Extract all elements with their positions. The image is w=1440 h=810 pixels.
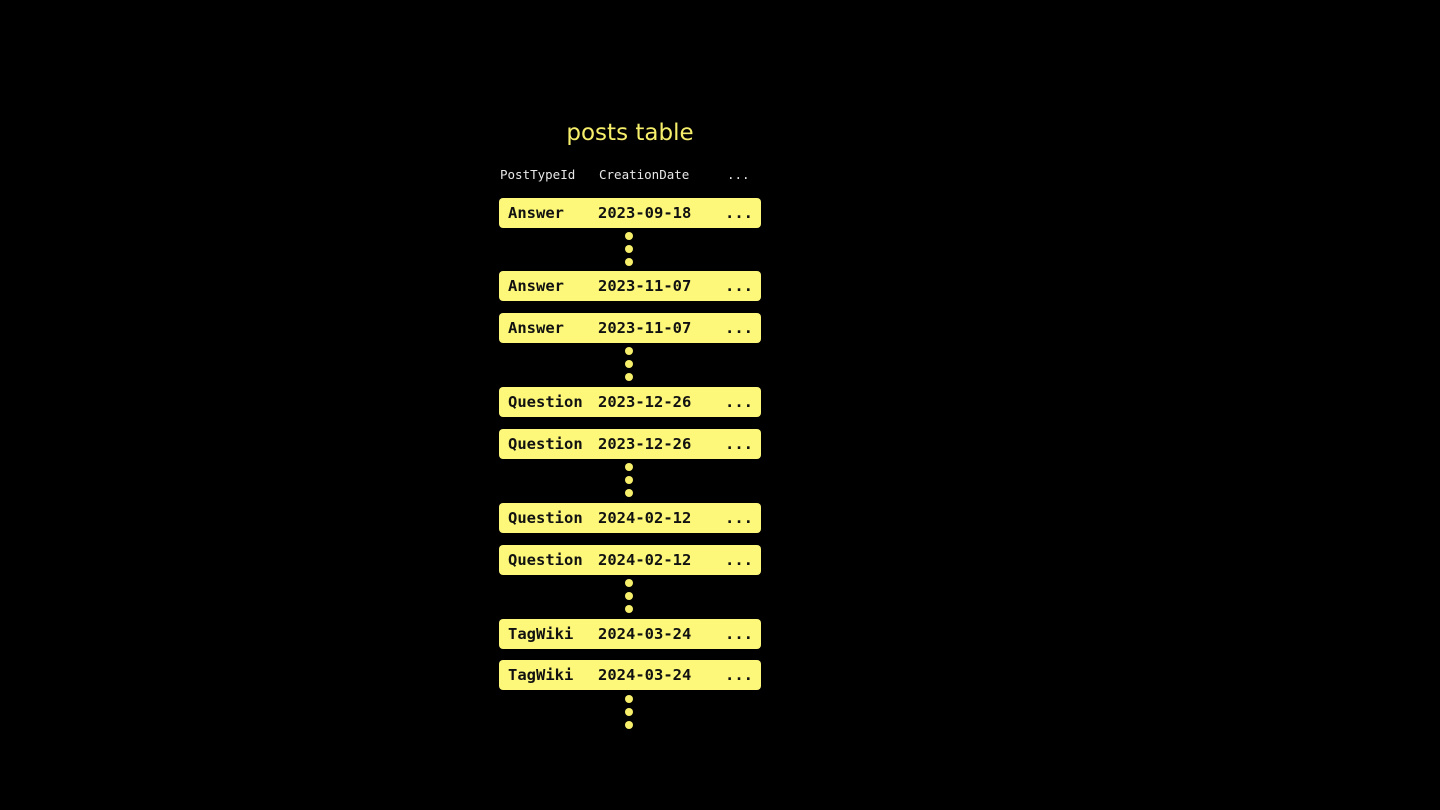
cell-creationdate: 2024-03-24: [598, 666, 692, 684]
table-row: Question 2023-12-26...: [499, 387, 761, 417]
dot: [625, 476, 633, 484]
ellipsis-vertical-icon: [625, 695, 633, 734]
dot: [625, 360, 633, 368]
cell-more: ...: [725, 625, 753, 643]
column-header-posttypeid: PostTypeId: [500, 167, 576, 182]
table-row: Question 2024-02-12...: [499, 545, 761, 575]
cell-creationdate: 2024-02-12: [598, 509, 692, 527]
ellipsis-vertical-icon: [625, 463, 633, 502]
ellipsis-vertical-icon: [625, 347, 633, 386]
cell-more: ...: [725, 435, 753, 453]
table-row: Question 2023-12-26...: [499, 429, 761, 459]
cell-posttypeid: Answer: [508, 319, 564, 337]
cell-posttypeid: Question: [508, 435, 583, 453]
cell-posttypeid: Answer: [508, 204, 564, 222]
dot: [625, 579, 633, 587]
cell-posttypeid: Question: [508, 509, 583, 527]
dot: [625, 489, 633, 497]
dot: [625, 605, 633, 613]
dot: [625, 258, 633, 266]
cell-posttypeid: Question: [508, 393, 583, 411]
cell-creationdate: 2023-12-26: [598, 435, 692, 453]
cell-posttypeid: Question: [508, 551, 583, 569]
dot: [625, 232, 633, 240]
cell-posttypeid: TagWiki: [508, 666, 574, 684]
dot: [625, 721, 633, 729]
dot: [625, 708, 633, 716]
ellipsis-vertical-icon: [625, 232, 633, 271]
ellipsis-vertical-icon: [625, 579, 633, 618]
cell-posttypeid: TagWiki: [508, 625, 574, 643]
dot: [625, 245, 633, 253]
table-row: TagWiki 2024-03-24...: [499, 619, 761, 649]
cell-creationdate: 2023-12-26: [598, 393, 692, 411]
cell-creationdate: 2023-11-07: [598, 319, 692, 337]
cell-creationdate: 2024-02-12: [598, 551, 692, 569]
cell-more: ...: [725, 393, 753, 411]
cell-more: ...: [725, 551, 753, 569]
dot: [625, 373, 633, 381]
table-title: posts table: [566, 120, 694, 146]
cell-posttypeid: Answer: [508, 277, 564, 295]
table-row: Question 2024-02-12...: [499, 503, 761, 533]
dot: [625, 695, 633, 703]
cell-more: ...: [725, 277, 753, 295]
column-header-more: ...: [727, 167, 750, 182]
dot: [625, 463, 633, 471]
dot: [625, 347, 633, 355]
cell-creationdate: 2023-11-07: [598, 277, 692, 295]
cell-creationdate: 2023-09-18: [598, 204, 692, 222]
table-row: TagWiki 2024-03-24...: [499, 660, 761, 690]
cell-creationdate: 2024-03-24: [598, 625, 692, 643]
table-row: Answer 2023-09-18...: [499, 198, 761, 228]
cell-more: ...: [725, 666, 753, 684]
cell-more: ...: [725, 319, 753, 337]
table-row: Answer 2023-11-07...: [499, 271, 761, 301]
cell-more: ...: [725, 509, 753, 527]
table-row: Answer 2023-11-07...: [499, 313, 761, 343]
cell-more: ...: [725, 204, 753, 222]
dot: [625, 592, 633, 600]
column-header-creationdate: CreationDate: [599, 167, 690, 182]
